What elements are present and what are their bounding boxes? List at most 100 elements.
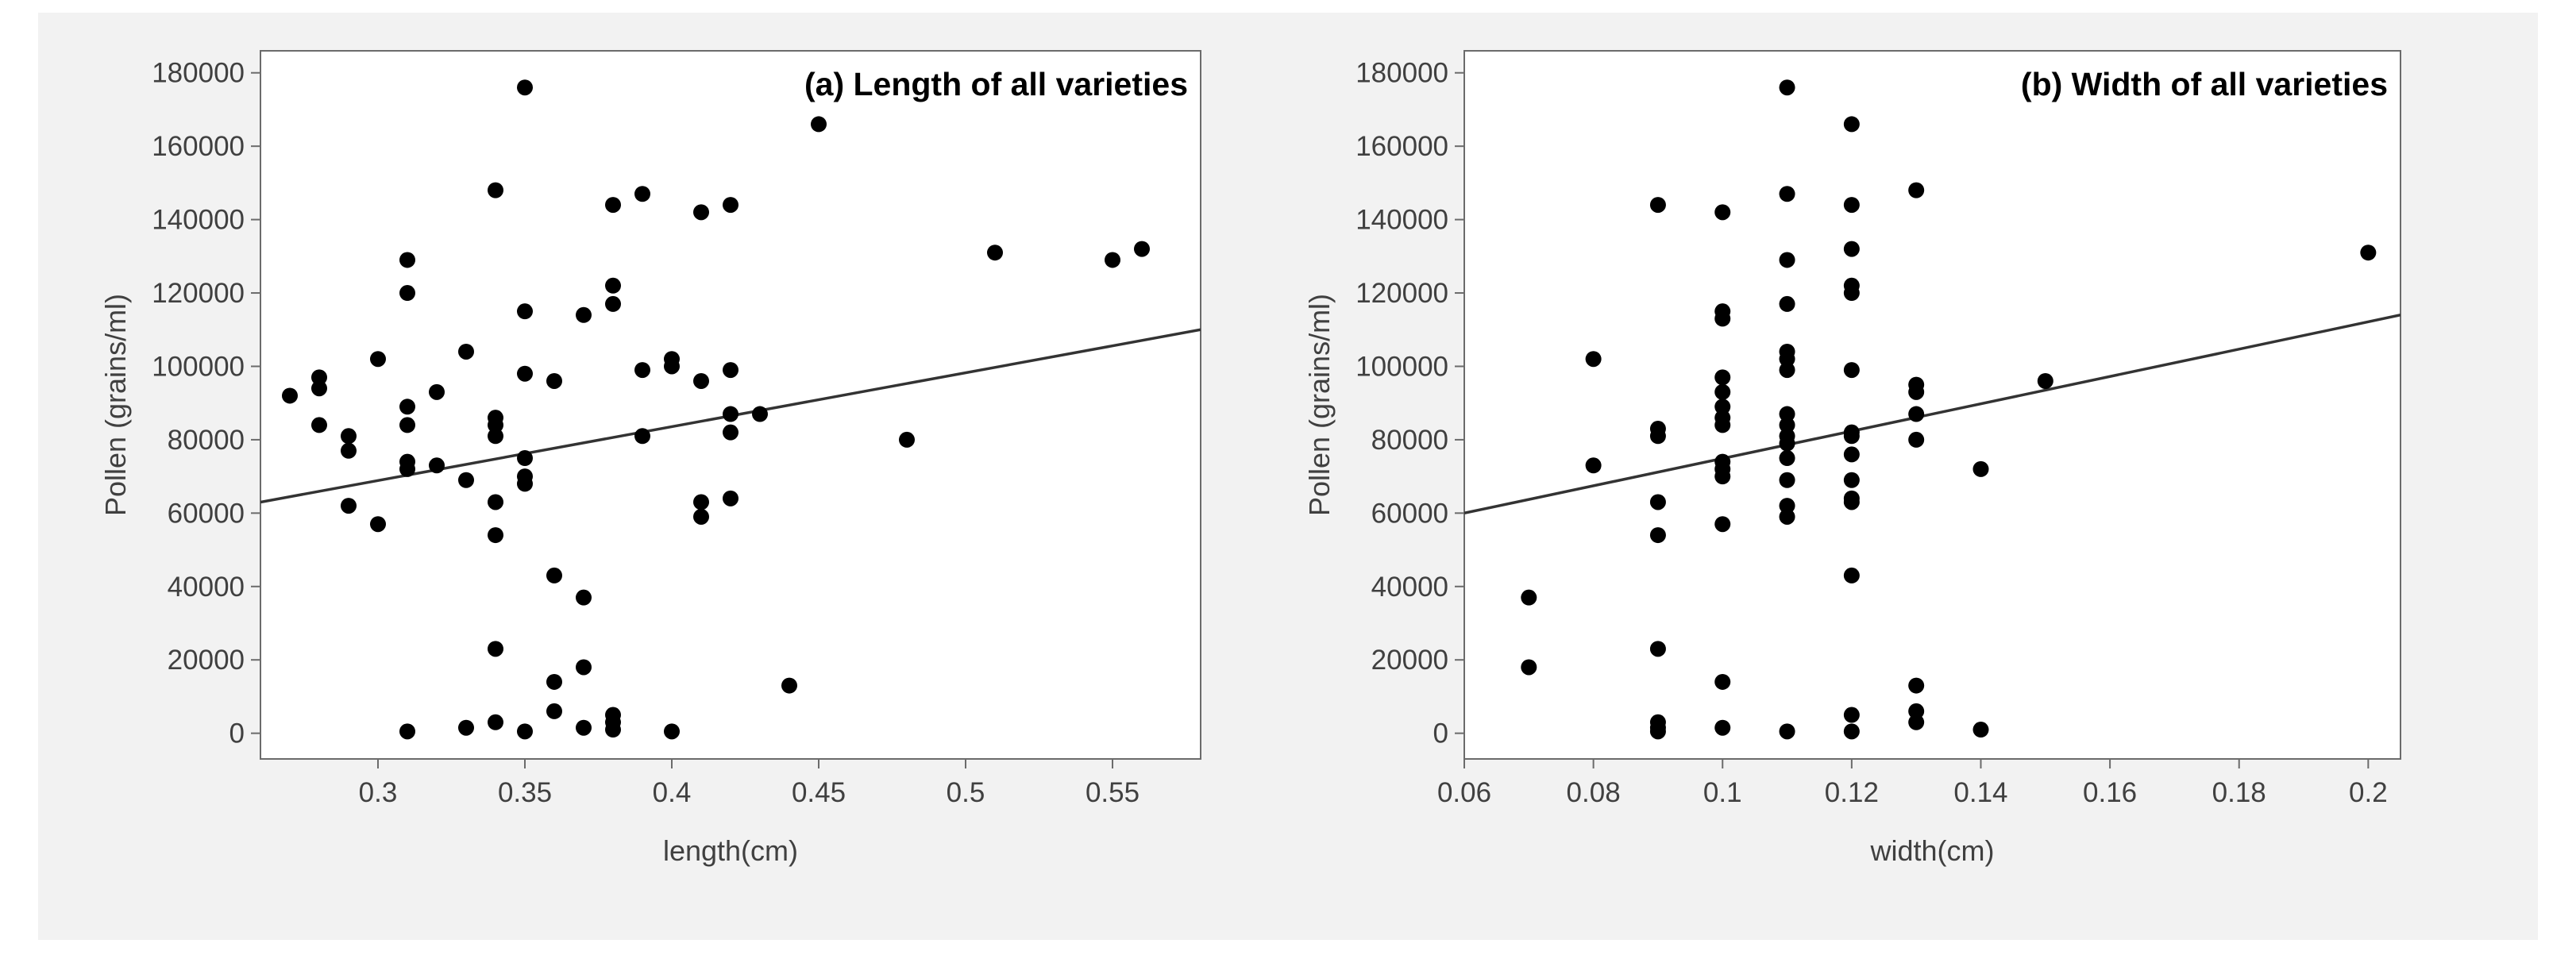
data-point <box>1843 707 1860 723</box>
data-point <box>1972 722 1989 738</box>
data-point <box>458 343 474 360</box>
data-point <box>634 186 650 202</box>
data-point <box>1779 186 1795 202</box>
x-tick-label: 0.08 <box>1567 777 1621 808</box>
data-point <box>723 424 738 441</box>
y-tick-label: 140000 <box>1355 205 1448 236</box>
data-point <box>1779 79 1795 96</box>
data-point <box>1843 285 1860 302</box>
data-point <box>546 567 562 583</box>
y-tick-label: 20000 <box>168 645 245 676</box>
data-point <box>693 372 709 389</box>
y-tick-label: 160000 <box>152 131 245 162</box>
data-point <box>1779 417 1795 433</box>
data-point <box>546 372 562 389</box>
data-point <box>1649 494 1666 510</box>
data-point <box>1843 241 1860 257</box>
data-point <box>987 245 1003 261</box>
x-tick-label: 0.2 <box>2349 777 2388 808</box>
data-point <box>488 641 503 657</box>
data-point <box>370 351 386 368</box>
data-point <box>693 204 709 221</box>
data-point <box>1134 241 1150 257</box>
x-tick-label: 0.18 <box>2212 777 2266 808</box>
data-point <box>2360 245 2377 261</box>
data-point <box>311 369 327 386</box>
data-point <box>634 362 650 379</box>
chart-b: 0 20000 40000 60000 80000 100000 120000 140000 1… <box>1303 50 2401 867</box>
data-point <box>1779 508 1795 525</box>
data-point <box>1843 567 1860 583</box>
data-point <box>370 516 386 533</box>
data-point <box>576 306 592 323</box>
x-tick-label: 0.14 <box>1953 777 2007 808</box>
data-point <box>1908 383 1925 400</box>
data-point <box>1779 252 1795 268</box>
y-tick-label: 20000 <box>1371 645 1448 676</box>
data-point <box>399 399 415 415</box>
data-point <box>576 659 592 676</box>
data-point <box>399 460 415 477</box>
data-point <box>693 494 709 510</box>
y-tick-label: 140000 <box>152 205 245 236</box>
data-point <box>1908 714 1925 730</box>
chart-title: (a) Length of all varieties <box>804 66 1188 102</box>
data-point <box>781 677 797 694</box>
data-point <box>693 508 709 525</box>
chart-title: (b) Width of all varieties <box>2021 66 2388 102</box>
x-tick-label: 0.16 <box>2083 777 2137 808</box>
data-point <box>1779 295 1795 312</box>
y-tick-label: 100000 <box>1355 351 1448 382</box>
data-point <box>1649 641 1666 657</box>
data-point <box>2037 372 2053 389</box>
data-point <box>811 116 827 133</box>
x-tick-label: 0.1 <box>1703 777 1742 808</box>
data-point <box>1714 369 1731 386</box>
data-point <box>634 428 650 445</box>
data-point <box>1714 204 1731 221</box>
data-point <box>576 589 592 606</box>
data-point <box>546 673 562 690</box>
data-point <box>576 719 592 736</box>
data-point <box>1843 723 1860 740</box>
data-point <box>1908 431 1925 448</box>
data-point <box>1843 197 1860 214</box>
fit-line <box>1464 314 2401 515</box>
data-point <box>458 719 474 736</box>
data-point <box>605 277 621 294</box>
data-point <box>1843 362 1860 379</box>
data-point <box>723 362 738 379</box>
data-point <box>1908 703 1925 719</box>
x-tick-label: 0.5 <box>947 777 985 808</box>
data-point <box>1585 457 1602 474</box>
data-point <box>1779 450 1795 467</box>
x-tick-label: 0.35 <box>498 777 552 808</box>
y-tick-label: 40000 <box>168 572 245 603</box>
plot-area <box>1463 50 2401 760</box>
y-tick-label: 40000 <box>1371 572 1448 603</box>
data-point <box>341 428 357 445</box>
data-point <box>605 197 621 214</box>
data-point <box>488 182 503 198</box>
plot-area <box>260 50 1201 760</box>
data-point <box>1521 589 1537 606</box>
data-point <box>664 358 680 375</box>
data-point <box>1714 516 1731 533</box>
data-point <box>399 252 415 268</box>
x-tick-label: 0.55 <box>1086 777 1140 808</box>
y-tick-label: 100000 <box>152 351 245 382</box>
data-point <box>1843 472 1860 488</box>
y-tick-label: 160000 <box>1355 131 1448 162</box>
x-tick-label: 0.06 <box>1437 777 1491 808</box>
data-point <box>517 79 533 96</box>
data-point <box>1779 472 1795 488</box>
y-tick-label: 120000 <box>152 278 245 309</box>
data-point <box>752 406 768 422</box>
x-axis-label: length(cm) <box>663 834 798 867</box>
data-point <box>399 723 415 740</box>
data-point <box>1779 351 1795 368</box>
data-point <box>723 406 738 422</box>
data-point <box>1649 527 1666 544</box>
data-point <box>1779 362 1795 379</box>
data-point <box>1908 677 1925 694</box>
